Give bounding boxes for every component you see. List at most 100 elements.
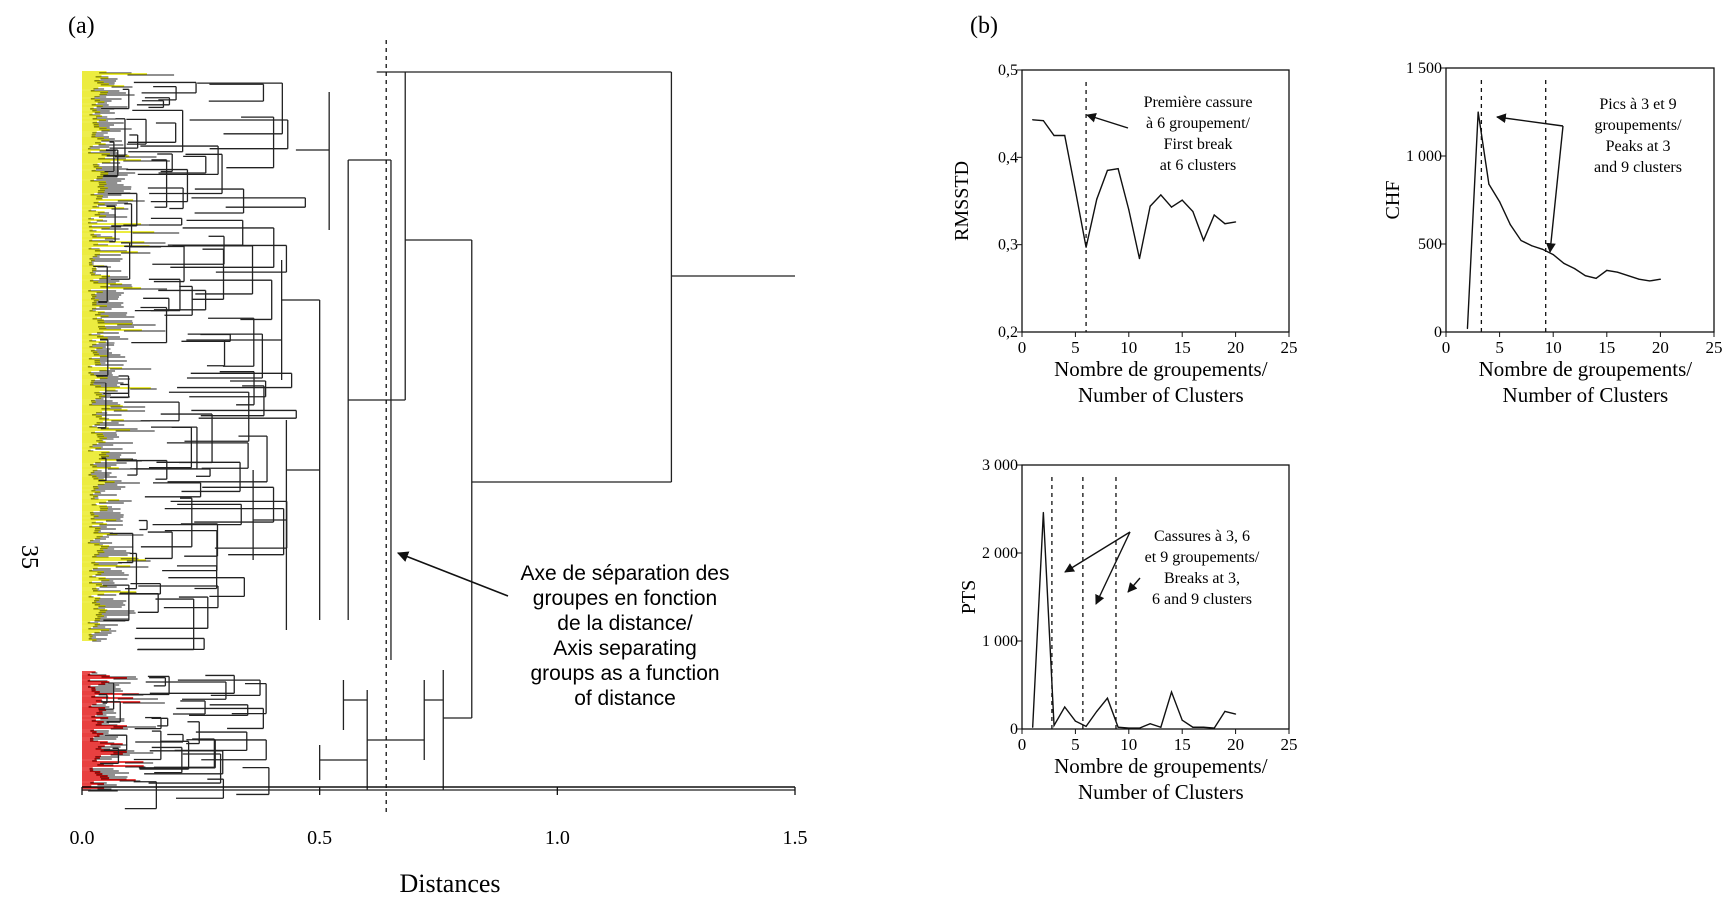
x-tick-label: 25 (1281, 338, 1298, 357)
pts-chart: 0 5 10 15 20 25 0 1 000 2 000 3 000 PTS Nombre de g… (958, 457, 1298, 804)
data-point (1032, 119, 1034, 121)
x-tick-label: 5 (1071, 338, 1080, 357)
x-tick-label: 0 (1018, 735, 1027, 754)
annotation-line: Première cassure (1144, 94, 1253, 111)
y-tick-label: 1 000 (1406, 148, 1442, 165)
annotation-line: Pics à 3 et 9 (1599, 96, 1676, 113)
data-point (1170, 206, 1173, 208)
data-point (1606, 269, 1608, 271)
dendrogram-annotation-line: of distance (574, 687, 676, 710)
annotation-line: at 6 clusters (1160, 157, 1236, 174)
data-point (1192, 210, 1194, 213)
x-tick-label: 20 (1227, 735, 1244, 754)
chf-annotation-arrow-1 (1496, 113, 1564, 127)
annotation-line: et 9 groupements/ (1145, 549, 1260, 566)
x-axis-label: Nombre de groupements/ (1054, 754, 1268, 778)
data-point (1235, 713, 1237, 715)
data-point (1213, 214, 1215, 216)
data-point (1117, 168, 1119, 170)
data-point (1616, 271, 1619, 273)
data-point (1509, 224, 1511, 226)
data-point (1213, 727, 1215, 729)
data-point (1192, 726, 1194, 728)
x-tick-label: 0 (1442, 338, 1451, 357)
annotation-line: groupements/ (1594, 117, 1682, 134)
plot-frame (1021, 69, 1290, 333)
dendrogram-annotation-line: groups as a function (530, 662, 719, 685)
x-tick-label: 1.0 (545, 827, 570, 849)
data-point (1531, 245, 1533, 247)
annotation-line: First break (1164, 136, 1233, 153)
annotation-line: Breaks at 3, (1164, 570, 1240, 587)
x-tick-label: 10 (1545, 338, 1562, 357)
data-point (1649, 280, 1651, 282)
data-point (1488, 183, 1490, 185)
data-point (1202, 726, 1205, 728)
data-point (1181, 719, 1183, 721)
y-tick-label: 3 000 (982, 457, 1018, 474)
data-point (1085, 725, 1087, 727)
data-point (1074, 720, 1076, 722)
x-tick-label: 20 (1652, 338, 1669, 357)
rmsstd-chart: 0 5 10 15 20 25 0,2 0,3 0,4 0,5 RMSSTD Nombre de gr… (951, 62, 1298, 407)
dendrogram-annotation-line: Axe de séparation des (521, 562, 730, 585)
series-line (1032, 119, 1236, 259)
y-tick-label: 500 (1418, 236, 1442, 253)
dendrogram-links (82, 71, 795, 810)
data-point (1096, 710, 1098, 713)
data-point (1574, 268, 1576, 270)
data-point (1170, 691, 1173, 693)
annotation-line: à 6 groupement/ (1146, 115, 1251, 132)
dendrogram-x-label: Distances (399, 869, 500, 897)
data-point (1520, 239, 1522, 242)
y-tick-label: 0 (1010, 721, 1018, 738)
data-point (1085, 246, 1087, 248)
panel-label-b: (b) (970, 13, 998, 39)
rmsstd-annotation-arrow (1086, 112, 1129, 129)
data-point (1053, 134, 1055, 137)
dendrogram-leaves (82, 71, 180, 792)
data-point (1117, 726, 1119, 728)
data-point (1149, 205, 1151, 207)
y-axis-label: PTS (958, 580, 980, 614)
y-tick-label: 1 000 (982, 633, 1018, 650)
data-point (1128, 727, 1130, 729)
annotation-line: Peaks at 3 (1606, 138, 1671, 155)
data-point (1224, 223, 1226, 225)
x-tick-label: 0 (1018, 338, 1027, 357)
y-tick-label: 1 500 (1406, 60, 1442, 77)
y-axis-label: CHF (1382, 181, 1404, 220)
page-number: 35 (16, 545, 42, 569)
x-tick-label: 15 (1174, 735, 1191, 754)
x-tick-label: 10 (1120, 338, 1137, 357)
dendrogram-annotation-line: groupes en fonction (533, 587, 717, 610)
x-axis-label: Nombre de groupements/ (1479, 357, 1693, 381)
x-axis-label: Number of Clusters (1503, 383, 1669, 407)
x-tick-label: 20 (1227, 338, 1244, 357)
x-tick-label: 0.0 (70, 827, 95, 849)
data-point (1042, 511, 1044, 514)
data-point (1053, 724, 1055, 727)
data-point (1128, 209, 1130, 211)
data-point (1042, 120, 1044, 122)
y-tick-label: 2 000 (982, 545, 1018, 562)
data-point (1106, 169, 1109, 172)
x-tick-label: 15 (1174, 338, 1191, 357)
data-point (1477, 111, 1479, 113)
data-point (1064, 134, 1066, 137)
y-tick-label: 0,5 (998, 62, 1018, 79)
data-point (1552, 253, 1554, 256)
chf-chart: 0 5 10 15 20 25 0 500 1 000 1 500 CHF Nombre de gro… (1382, 60, 1723, 407)
annotation-line: Cassures à 3, 6 (1154, 528, 1250, 545)
data-point (1202, 239, 1205, 241)
series-line (1031, 512, 1236, 729)
dendrogram-annotation-line: de la distance/ (557, 612, 693, 635)
x-tick-label: 1.5 (783, 827, 808, 849)
pts-annotation-arrow-3 (1127, 577, 1141, 593)
dendrogram-x-axis: 0.0 0.5 1.0 1.5 (70, 786, 808, 849)
data-point (1224, 710, 1226, 713)
y-tick-label: 0,4 (998, 149, 1018, 166)
data-point (1235, 221, 1237, 223)
data-point (1466, 327, 1469, 330)
